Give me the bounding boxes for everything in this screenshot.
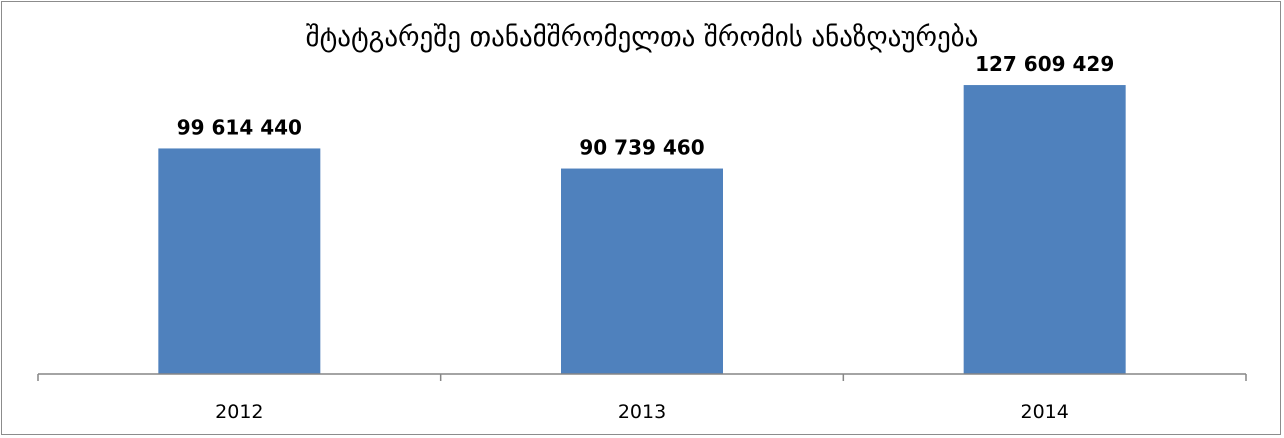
data-label-2012: 99 614 440	[177, 115, 302, 139]
x-tick-label-2013: 2013	[618, 401, 666, 423]
bar-2014	[963, 85, 1126, 375]
x-tick-label-2012: 2012	[215, 401, 263, 423]
bars-layer	[158, 85, 1126, 375]
labels-layer: 99 614 440 2012 90 739 460 2013 127 609 429 2…	[177, 52, 1115, 423]
bar-2013	[561, 168, 723, 374]
bar-2012	[158, 148, 321, 374]
data-label-2014: 127 609 429	[975, 52, 1114, 76]
x-tick-label-2014: 2014	[1020, 401, 1068, 423]
ticks-layer	[37, 374, 1247, 381]
chart-title: შტატგარეშე თანამშრომელთა შრომის ანაზღაურ…	[305, 22, 979, 53]
data-label-2013: 90 739 460	[579, 136, 704, 160]
